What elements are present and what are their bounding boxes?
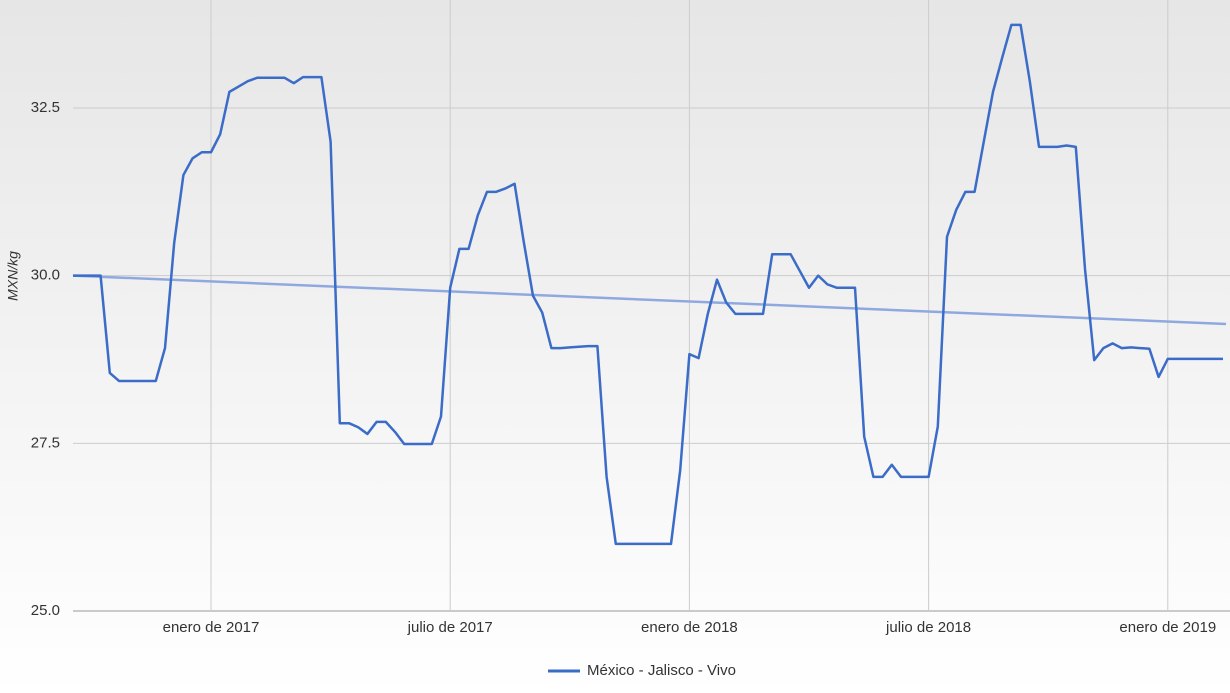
y-tick-label: 25.0 [31, 602, 60, 619]
x-tick-label: enero de 2019 [1119, 619, 1216, 636]
x-tick-label: julio de 2017 [407, 619, 493, 636]
y-tick-label: 30.0 [31, 267, 60, 284]
y-tick-label: 32.5 [31, 99, 60, 116]
y-axis-label: MXN/kg [5, 251, 21, 301]
x-tick-label: enero de 2017 [163, 619, 260, 636]
x-tick-label: enero de 2018 [641, 619, 738, 636]
y-tick-label: 27.5 [31, 434, 60, 451]
trendline [72, 274, 1227, 326]
legend-label: México - Jalisco - Vivo [587, 662, 736, 679]
x-tick-label: julio de 2018 [885, 619, 971, 636]
series-line [73, 23, 1223, 546]
